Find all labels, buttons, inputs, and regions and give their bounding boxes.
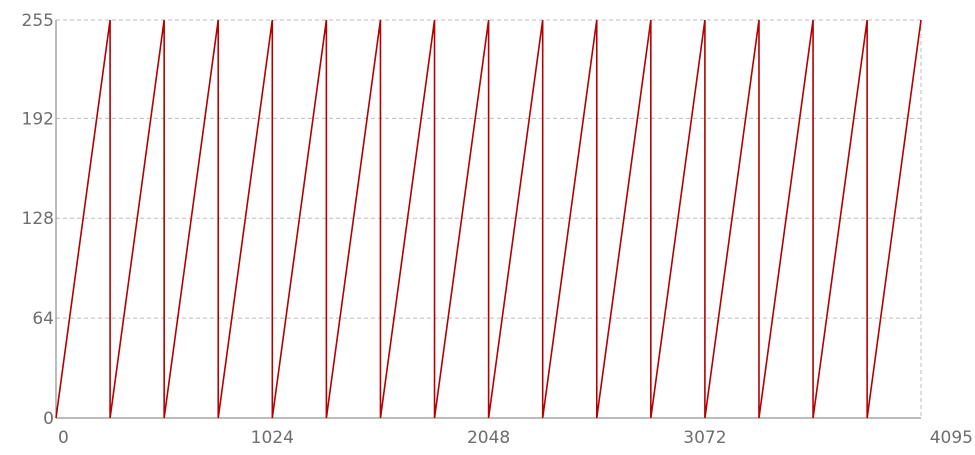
x-tick-labels: 0 1024 2048 3072 4095 bbox=[58, 428, 973, 448]
x-tick-label-0: 0 bbox=[58, 428, 69, 448]
y-tick-label-128: 128 bbox=[22, 209, 54, 229]
y-tick-labels: 255 192 128 64 0 bbox=[22, 11, 54, 429]
x-tick-label-3072: 3072 bbox=[683, 428, 726, 448]
y-tick-label-64: 64 bbox=[32, 309, 54, 329]
x-tick-label-1024: 1024 bbox=[251, 428, 294, 448]
x-tick-label-4095: 4095 bbox=[930, 428, 973, 448]
x-tick-label-2048: 2048 bbox=[467, 428, 510, 448]
y-tick-label-0: 0 bbox=[43, 409, 54, 429]
y-tick-label-192: 192 bbox=[22, 109, 54, 129]
y-tick-label-255: 255 bbox=[22, 11, 54, 31]
series-layer bbox=[55, 19, 922, 419]
series-line-0 bbox=[55, 19, 922, 419]
